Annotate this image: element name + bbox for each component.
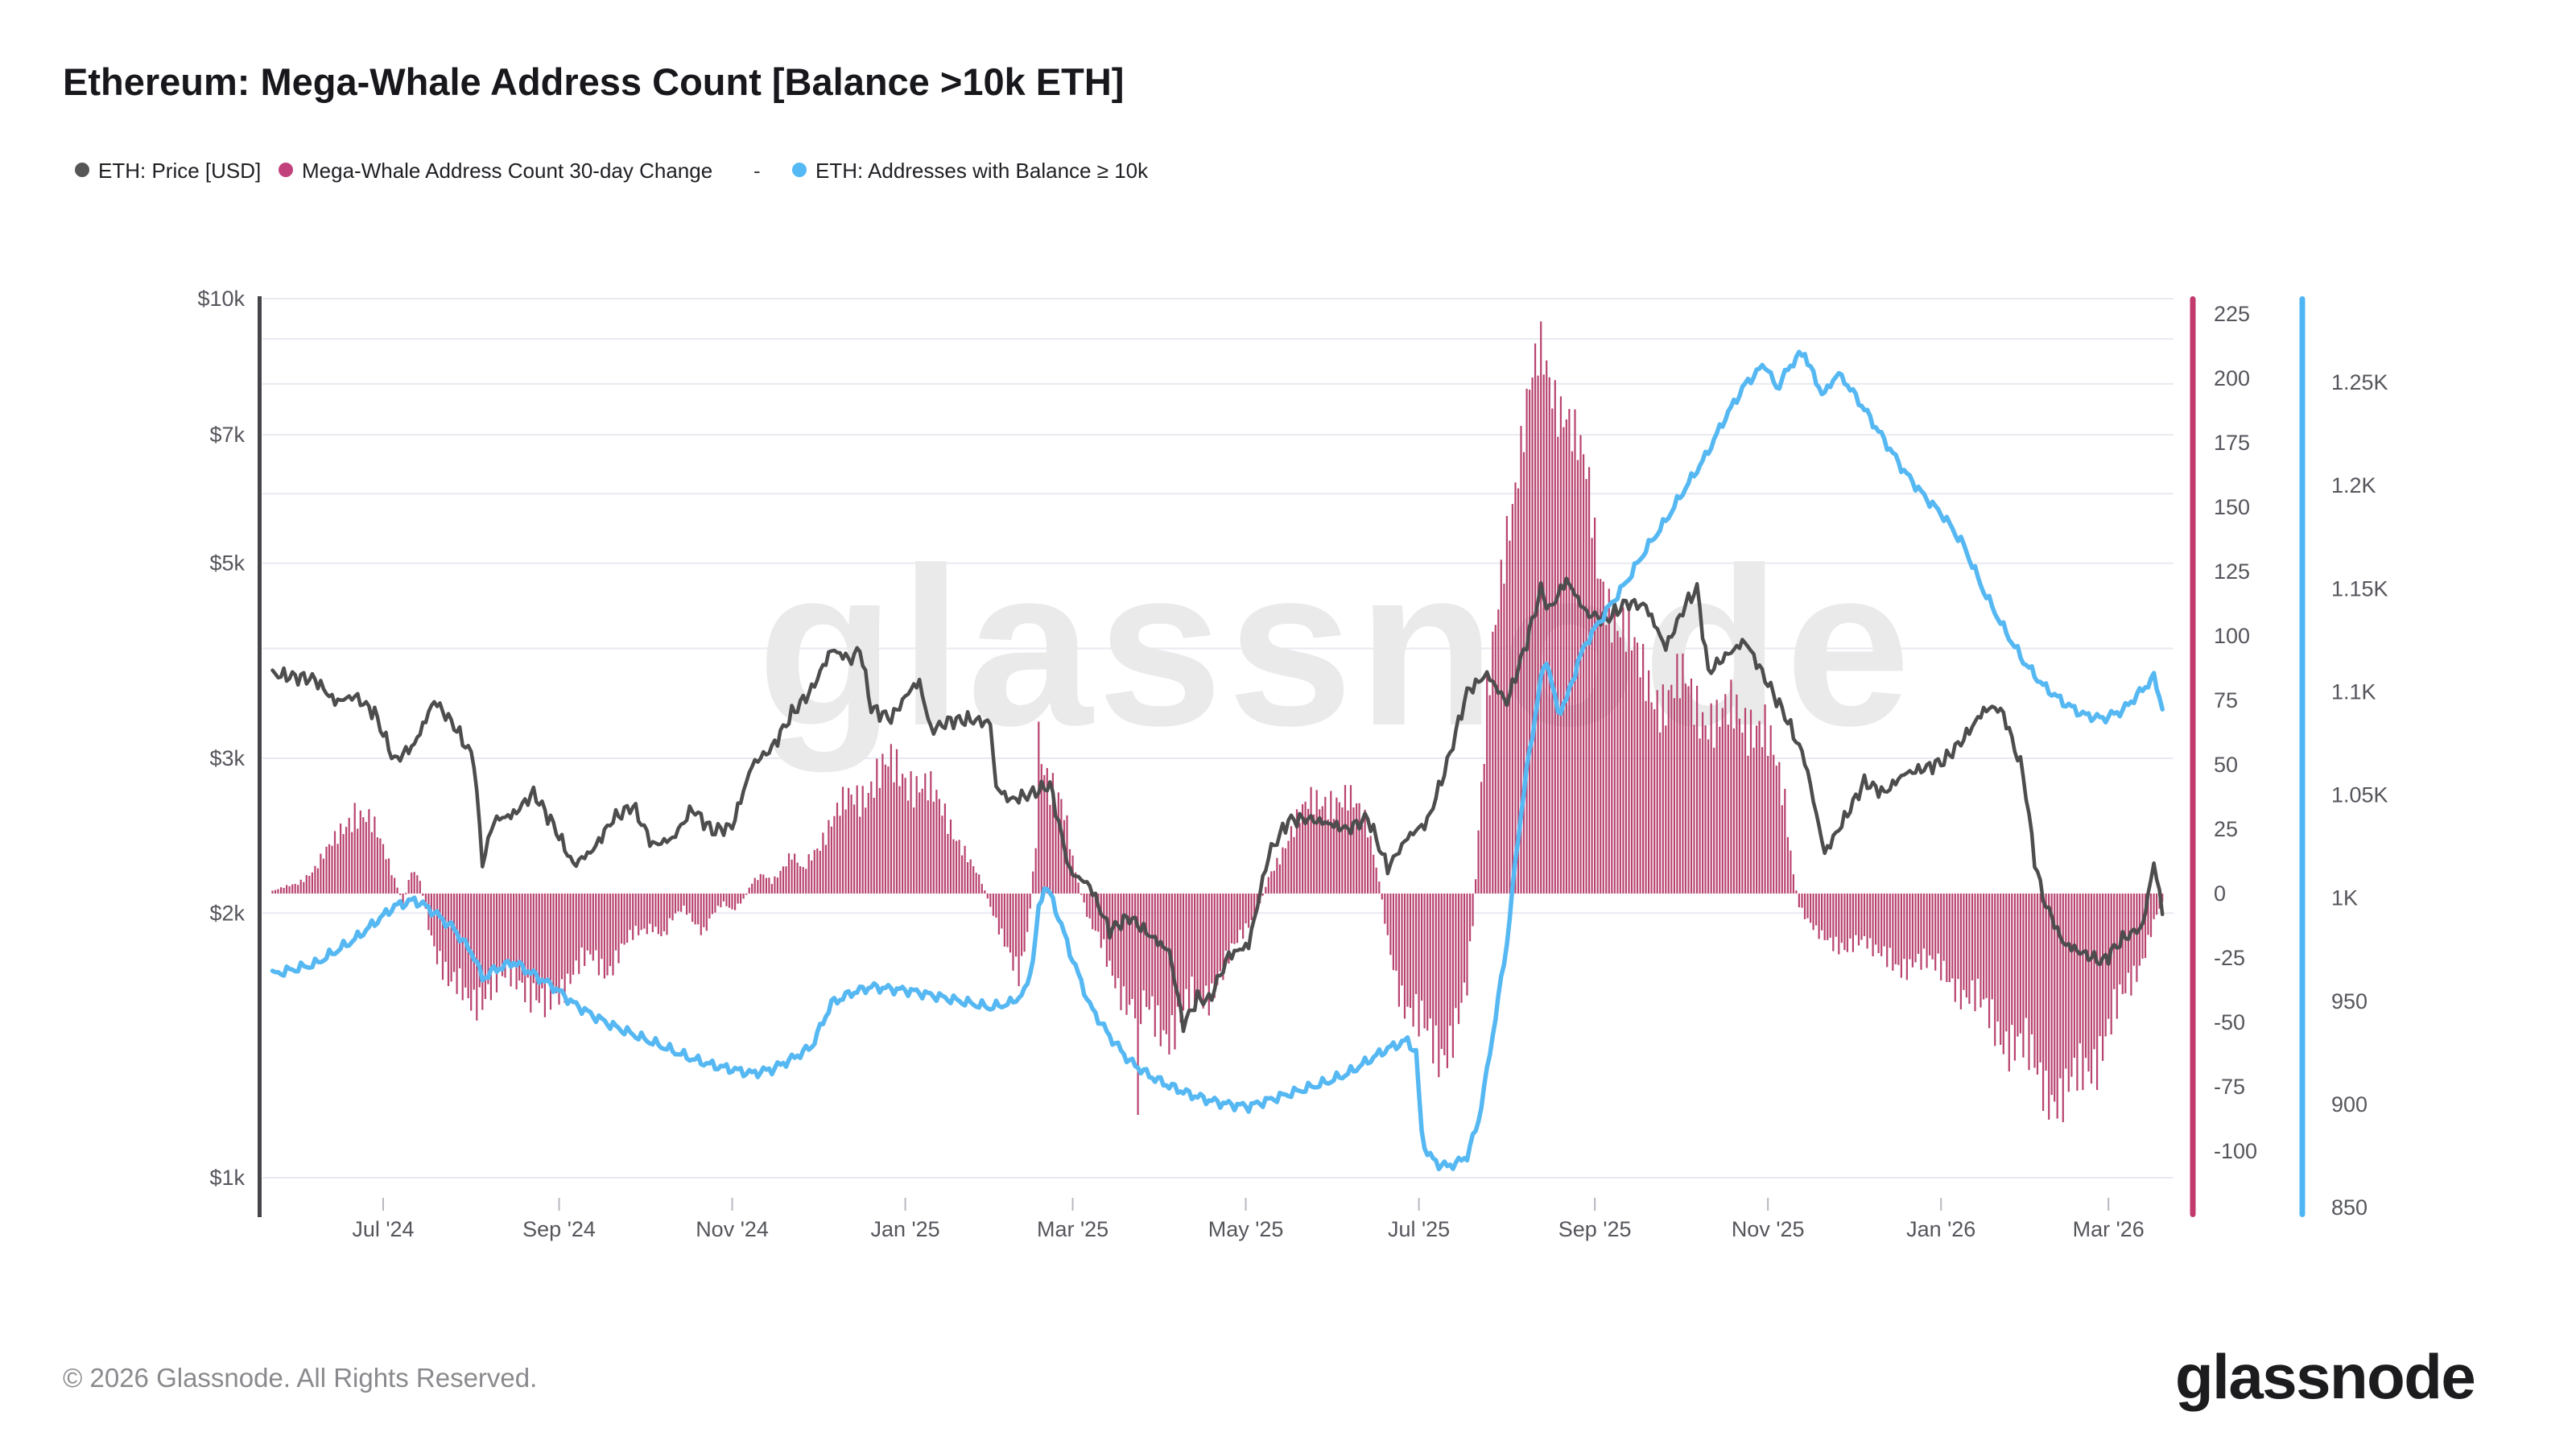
date-axis-label: Jan '26 (1906, 1217, 1975, 1241)
series-layer (270, 321, 2165, 1172)
date-axis-label: Sep '25 (1558, 1217, 1632, 1241)
addresses-axis-spine (2299, 296, 2306, 1217)
legend-label-price: ETH: Price [USD] (98, 159, 261, 183)
addresses-axis-label: 850 (2331, 1195, 2368, 1220)
change-axis-label: -50 (2214, 1010, 2245, 1034)
change-axis-label: 200 (2214, 366, 2250, 390)
legend-label-change: Mega-Whale Address Count 30-day Change (302, 159, 712, 183)
price-axis-spine (258, 296, 262, 1217)
price-axis-label: $7k (209, 423, 245, 447)
addresses-line (270, 349, 2165, 1172)
date-axis-label: Jul '24 (352, 1217, 414, 1241)
date-axis-label: Nov '24 (696, 1217, 769, 1241)
date-axis-label: May '25 (1208, 1217, 1284, 1241)
legend-item-eth-price[interactable]: ETH: Price [USD] (75, 159, 261, 183)
copyright-text: © 2026 Glassnode. All Rights Reserved. (63, 1363, 537, 1393)
plot-area[interactable] (259, 296, 2174, 1217)
eth-price-line (270, 576, 2165, 1034)
addresses-axis-label: 1.2K (2331, 473, 2376, 497)
change-axis-label: -100 (2214, 1139, 2257, 1163)
legend-dot-price-icon (75, 163, 89, 177)
price-axis-label: $5k (209, 551, 245, 576)
change-axis-label: 225 (2214, 302, 2250, 326)
change-axis-label: 0 (2214, 881, 2226, 906)
price-axis-label: $2k (209, 901, 245, 925)
page-title: Ethereum: Mega-Whale Address Count [Bala… (63, 60, 1124, 103)
glassnode-watermark: glassnode (758, 522, 1916, 774)
change-axis-label: 25 (2214, 817, 2238, 841)
date-axis-label: Sep '24 (522, 1217, 596, 1241)
addresses-axis-label: 1.15K (2331, 576, 2388, 601)
addresses-axis-label: 950 (2331, 989, 2368, 1013)
watermark-layer: glassnode (758, 522, 1916, 774)
date-axis-label: Mar '26 (2073, 1217, 2145, 1241)
legend-item-mega-whale-change[interactable]: Mega-Whale Address Count 30-day Change (279, 159, 712, 183)
addresses-axis-label: 1K (2331, 886, 2358, 910)
legend-label-addresses: ETH: Addresses with Balance ≥ 10k (815, 159, 1149, 183)
change-axis-label: -75 (2214, 1075, 2245, 1099)
date-axis-label: Jan '25 (870, 1217, 939, 1241)
price-axis-label: $3k (209, 746, 245, 770)
change-axis-label: 150 (2214, 495, 2250, 519)
legend: ETH: Price [USD] Mega-Whale Address Coun… (75, 159, 1149, 183)
addresses-axis-label: 900 (2331, 1092, 2368, 1117)
legend-dot-addresses-icon (792, 163, 807, 177)
date-axis-label: Nov '25 (1732, 1217, 1805, 1241)
change-axis-label: 125 (2214, 559, 2250, 584)
addresses-axis-label: 1.1K (2331, 679, 2376, 704)
change-axis-label: 100 (2214, 624, 2250, 648)
glassnode-logo: glassnode (2175, 1341, 2475, 1412)
change-axis-label: 50 (2214, 753, 2238, 777)
price-axis-label: $1k (209, 1166, 245, 1190)
change-axis-label: 75 (2214, 688, 2238, 712)
addresses-axis-label: 1.25K (2331, 370, 2388, 394)
price-axis-label: $10k (197, 287, 245, 311)
change-bars (271, 321, 2164, 1123)
change-axis-spine (2190, 296, 2196, 1217)
legend-item-addresses[interactable]: ETH: Addresses with Balance ≥ 10k (792, 159, 1149, 183)
axes-layer: $10k $7k $5k $3k $2k $1k 225 200 175 150 125 100 75 5… (197, 287, 2388, 1241)
addresses-axis-label: 1.05K (2331, 783, 2388, 807)
legend-dot-change-icon (279, 163, 293, 177)
change-axis-label: 175 (2214, 431, 2250, 455)
date-axis-label: Mar '25 (1037, 1217, 1108, 1241)
date-axis-label: Jul '25 (1388, 1217, 1450, 1241)
legend-separator: - (753, 159, 761, 183)
change-axis-label: -25 (2214, 946, 2245, 970)
